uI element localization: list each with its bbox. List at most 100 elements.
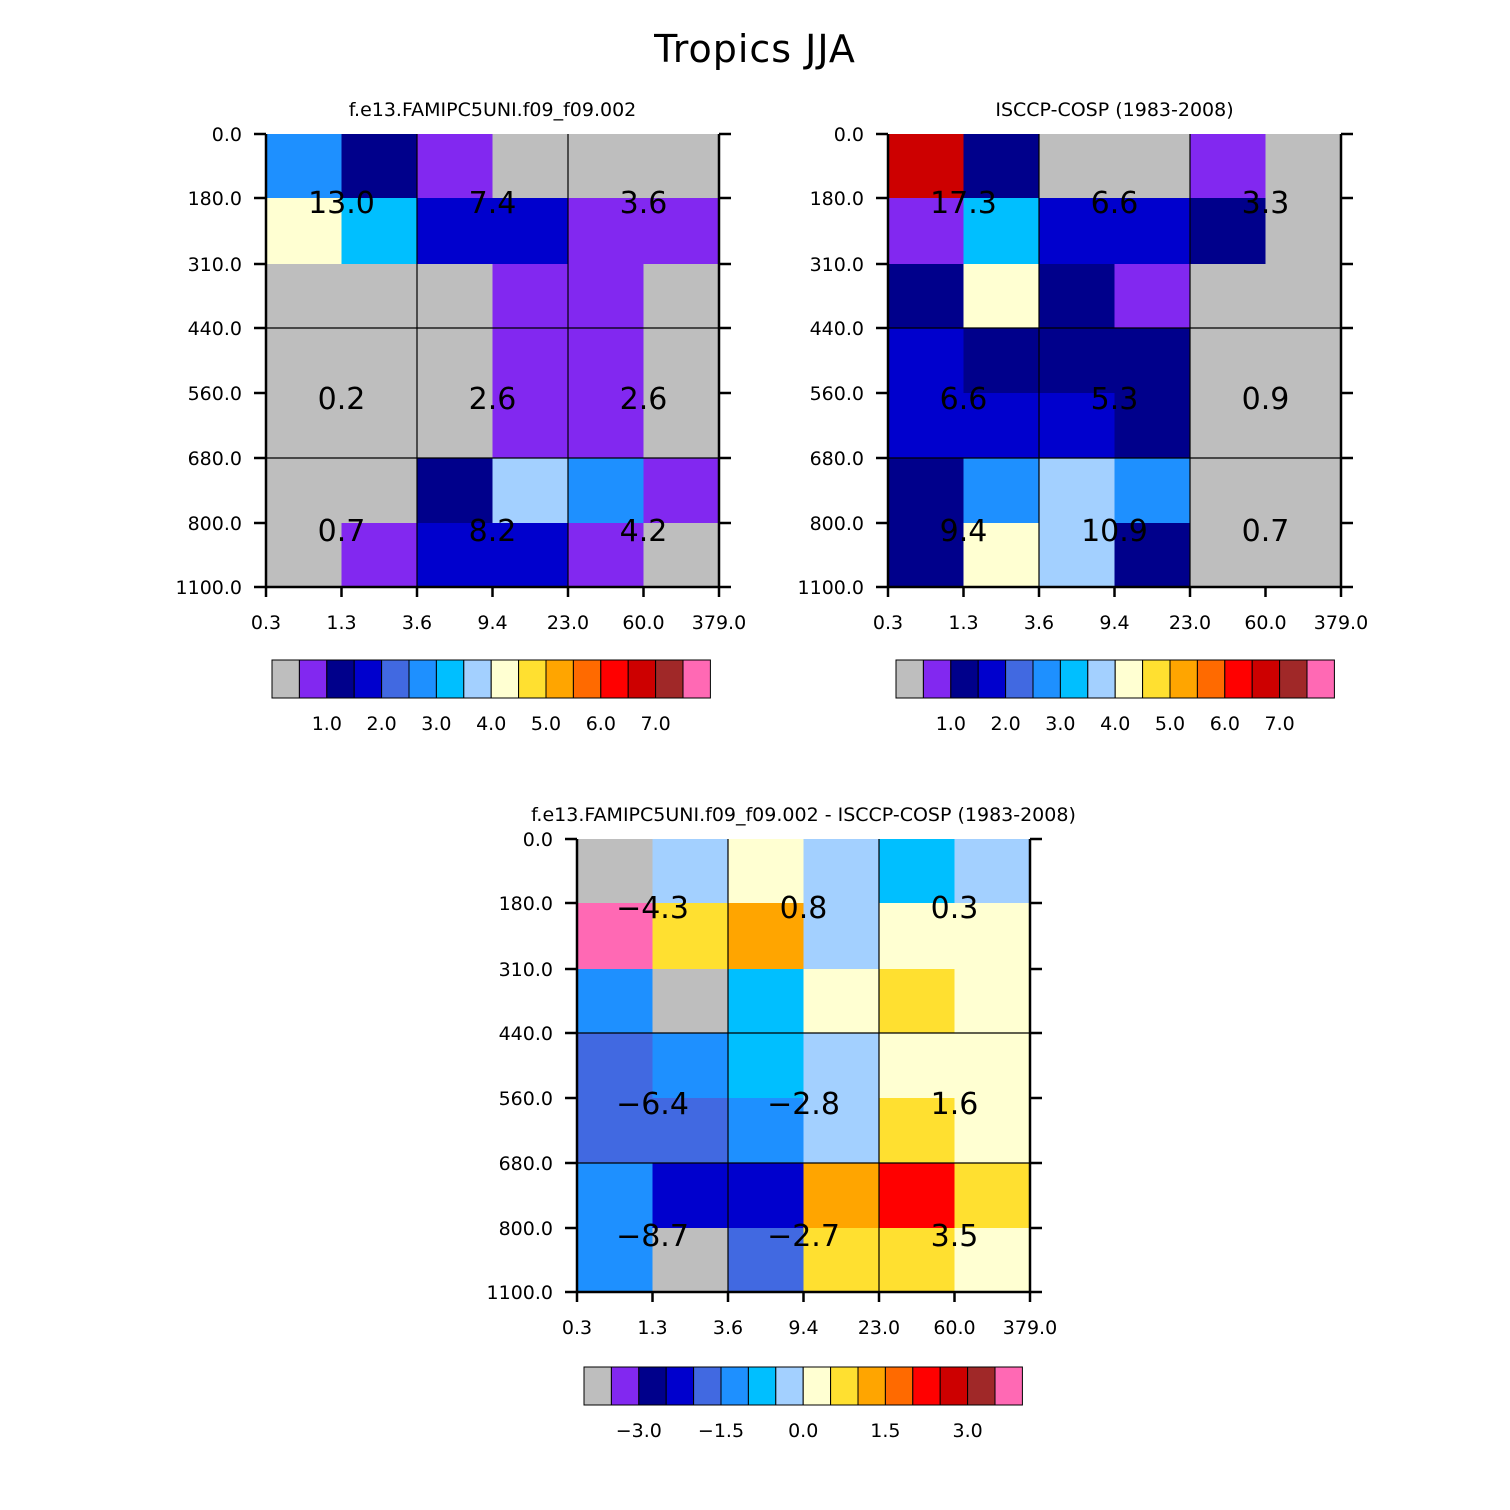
heatmap-cell (341, 523, 418, 588)
colorbar-swatch (884, 1366, 914, 1406)
heatmap-cell (341, 393, 418, 459)
box-value-label: 13.0 (308, 186, 375, 221)
x-tick-label: 379.0 (1314, 612, 1368, 634)
heatmap-cell (888, 458, 965, 524)
colorbar-label: 7.0 (1264, 713, 1294, 735)
heatmap-cell (492, 328, 569, 394)
y-tick-label: 800.0 (810, 513, 864, 535)
heatmap-cell (652, 1033, 729, 1099)
heatmap-cell (963, 523, 1040, 588)
heatmap-cell (1114, 328, 1191, 394)
heatmap-cell (728, 1163, 805, 1229)
heatmap-cell (963, 134, 1040, 199)
box-value-label: 2.6 (469, 382, 517, 417)
x-tick-label: 60.0 (622, 612, 664, 634)
x-tick-label: 23.0 (858, 1317, 900, 1339)
box-value-label: 0.3 (931, 891, 979, 926)
colorbar-label: 6.0 (586, 713, 616, 735)
colorbar-swatch (463, 659, 492, 699)
colorbar-swatch (1005, 659, 1034, 699)
heatmap-cell (1190, 523, 1267, 588)
heatmap-cell (266, 328, 343, 394)
box-value-label: 0.7 (318, 514, 366, 549)
box-value-label: 0.2 (318, 382, 366, 417)
colorbar-swatch (665, 1366, 695, 1406)
heatmap-cell (954, 1033, 1031, 1099)
y-tick-label: 440.0 (810, 318, 864, 340)
heatmap-cell (728, 903, 805, 970)
box-value-label: 3.6 (620, 186, 668, 221)
heatmap-cell (492, 198, 569, 265)
x-tick-label: 379.0 (1003, 1317, 1057, 1339)
colorbar-swatch (353, 659, 383, 699)
y-tick-label: 680.0 (188, 448, 242, 470)
heatmap-cell (643, 458, 720, 524)
colorbar-label: 0.0 (788, 1420, 818, 1442)
heatmap-cell (577, 1098, 654, 1164)
colorbar-swatch (610, 1366, 640, 1406)
y-tick-label: 180.0 (499, 893, 553, 915)
heatmap-cell (492, 458, 569, 524)
panel-difference: f.e13.FAMIPC5UNI.f09_f09.002 - ISCCP-COS… (487, 804, 1076, 1442)
box-value-label: 8.2 (469, 514, 517, 549)
heatmap-cell (879, 1163, 956, 1229)
y-tick-label: 440.0 (188, 318, 242, 340)
colorbar-label: 7.0 (640, 713, 670, 735)
colorbar-swatch (967, 1366, 996, 1406)
x-tick-label: 1.3 (948, 612, 978, 634)
colorbar-swatch (1279, 659, 1308, 699)
heatmap-cell (1265, 393, 1342, 459)
colorbar-swatch (830, 1366, 859, 1406)
heatmap-cell (568, 264, 645, 329)
heatmap-cell (879, 1228, 956, 1293)
colorbar-swatch (627, 659, 657, 699)
box-value-label: −2.7 (767, 1219, 840, 1254)
colorbar-label: 4.0 (476, 713, 506, 735)
heatmap-cell (568, 198, 645, 265)
colorbar-label: −1.5 (698, 1420, 744, 1442)
heatmap-cell (417, 458, 494, 524)
box-value-label: 2.6 (620, 382, 668, 417)
box-value-label: −6.4 (616, 1087, 689, 1122)
heatmap-cell (728, 969, 805, 1034)
x-tick-label: 60.0 (1244, 612, 1286, 634)
heatmap-cell (643, 134, 720, 199)
colorbar-swatch (1032, 659, 1061, 699)
x-tick-label: 23.0 (547, 612, 589, 634)
heatmap-cell (803, 1033, 880, 1099)
heatmap-cell (577, 969, 654, 1034)
colorbar-swatch (857, 1366, 886, 1406)
y-tick-label: 310.0 (499, 959, 553, 981)
x-tick-label: 9.4 (1099, 612, 1129, 634)
panel-title: f.e13.FAMIPC5UNI.f09_f09.002 - ISCCP-COS… (531, 804, 1076, 826)
colorbar-label: 2.0 (366, 713, 396, 735)
colorbar-label: 1.5 (870, 1420, 900, 1442)
x-tick-label: 1.3 (637, 1317, 667, 1339)
heatmap-cell (954, 1228, 1031, 1293)
colorbar-swatch (638, 1366, 667, 1406)
colorbar-swatch (435, 659, 465, 699)
colorbar-swatch (1059, 659, 1089, 699)
heatmap-cell (1039, 134, 1116, 199)
colorbar-swatch (1169, 659, 1198, 699)
heatmap-cell (568, 134, 645, 199)
colorbar-swatch (682, 659, 711, 699)
panel-title: f.e13.FAMIPC5UNI.f09_f09.002 (349, 99, 637, 121)
y-tick-label: 0.0 (212, 124, 242, 146)
heatmap-cell (1265, 523, 1342, 588)
heatmap-cell (1265, 458, 1342, 524)
colorbar-swatch (775, 1366, 804, 1406)
box-value-label: 5.3 (1091, 382, 1139, 417)
y-tick-label: 1100.0 (487, 1282, 553, 1304)
heatmap-cell (1039, 458, 1116, 524)
y-tick-label: 1100.0 (176, 577, 242, 599)
heatmap-cell (568, 393, 645, 459)
heatmap-cell (888, 264, 965, 329)
colorbar-swatch (655, 659, 684, 699)
colorbar-swatch (326, 659, 355, 699)
heatmap-cell (417, 264, 494, 329)
heatmap-cell (492, 393, 569, 459)
box-value-label: −2.8 (767, 1087, 840, 1122)
heatmap-cell (266, 264, 343, 329)
box-value-label: −4.3 (616, 891, 689, 926)
